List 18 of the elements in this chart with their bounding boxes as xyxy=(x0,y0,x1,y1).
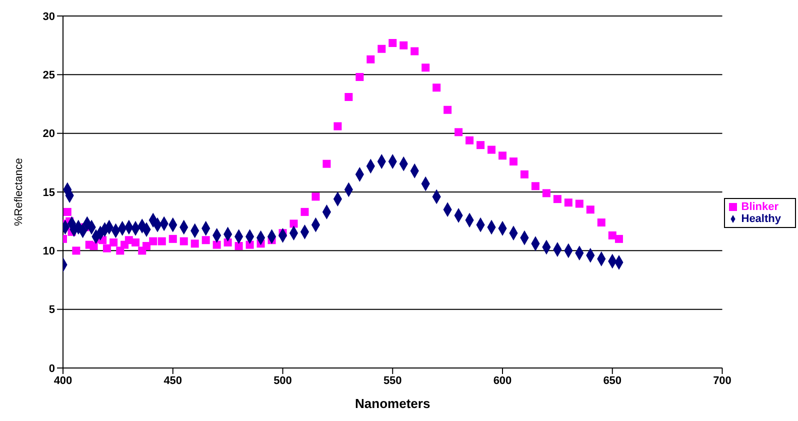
y-tick-label: 10 xyxy=(42,246,55,258)
legend-label: Blinker xyxy=(741,201,779,213)
x-tick-label: 500 xyxy=(274,374,292,387)
y-tick-label: 25 xyxy=(42,70,55,82)
x-tick-label: 600 xyxy=(493,374,512,387)
x-axis-title: Nanometers xyxy=(355,396,430,411)
x-tick-label: 700 xyxy=(713,374,732,387)
x-tick-label: 450 xyxy=(164,374,182,387)
x-tick-label: 650 xyxy=(603,374,622,387)
y-tick-label: 30 xyxy=(42,10,55,23)
y-tick-label: 0 xyxy=(48,362,55,375)
y-tick-label: 20 xyxy=(42,128,55,140)
x-tick-label: 400 xyxy=(54,374,72,387)
y-tick-label: 5 xyxy=(48,304,55,316)
y-axis-title: %Reflectance xyxy=(12,158,25,226)
y-tick-label: 15 xyxy=(42,186,55,199)
legend-label: Healthy xyxy=(741,213,781,225)
x-tick-label: 550 xyxy=(383,374,402,387)
